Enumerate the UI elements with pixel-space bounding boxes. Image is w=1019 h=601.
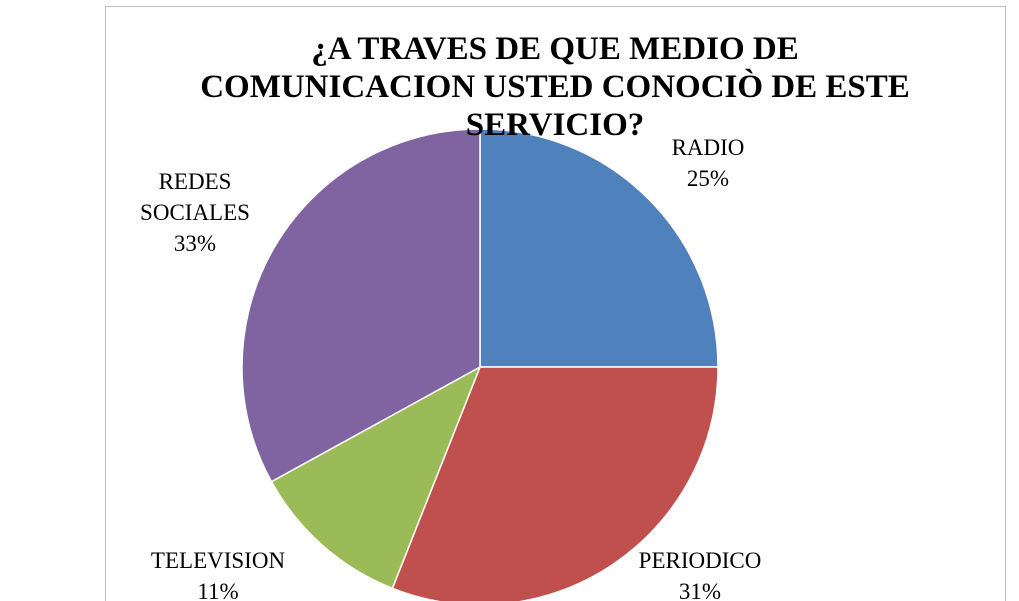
chart-frame bbox=[105, 6, 1006, 601]
category-label: REDES SOCIALES bbox=[140, 169, 250, 225]
slice-label: PERIODICO 31% bbox=[625, 545, 775, 601]
value-label: 25% bbox=[686, 166, 730, 191]
value-label: 11% bbox=[197, 579, 239, 601]
category-label: RADIO bbox=[671, 135, 745, 160]
category-label: TELEVISION bbox=[150, 548, 286, 573]
pie-slice bbox=[241, 128, 481, 483]
category-label: PERIODICO bbox=[638, 548, 762, 573]
pie-slice bbox=[270, 365, 482, 590]
pie-slice bbox=[391, 366, 719, 601]
slice-label: RADIO 25% bbox=[633, 132, 783, 194]
chart-title: ¿A TRAVES DE QUE MEDIO DE COMUNICACION U… bbox=[200, 31, 910, 143]
pie-slice bbox=[479, 128, 719, 368]
slice-label: TELEVISION 11% bbox=[143, 545, 293, 601]
value-label: 33% bbox=[173, 231, 217, 256]
chart-title-box: ¿A TRAVES DE QUE MEDIO DE COMUNICACION U… bbox=[105, 30, 1005, 144]
value-label: 31% bbox=[678, 579, 722, 601]
slice-label: REDES SOCIALES 33% bbox=[120, 166, 270, 259]
